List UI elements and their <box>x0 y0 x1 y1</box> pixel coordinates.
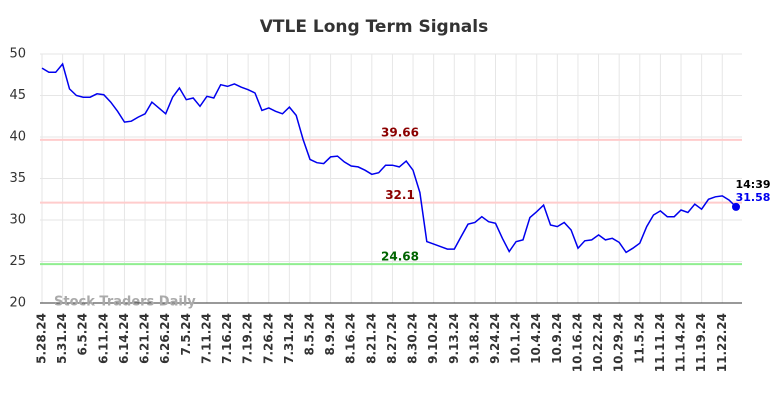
x-tick-label: 11.19.24 <box>694 313 708 372</box>
reference-label: 24.68 <box>381 250 419 264</box>
x-tick-label: 6.14.24 <box>117 313 131 364</box>
x-tick-label: 5.28.24 <box>35 313 49 364</box>
reference-label: 32.1 <box>385 188 415 202</box>
last-point <box>732 202 740 211</box>
x-tick-label: 9.13.24 <box>447 313 461 364</box>
y-tick-label: 25 <box>9 254 26 269</box>
x-tick-label: 10.22.24 <box>591 313 605 372</box>
x-tick-label: 8.16.24 <box>344 313 358 364</box>
x-tick-label: 5.31.24 <box>55 313 69 364</box>
x-tick-label: 8.21.24 <box>364 313 378 364</box>
y-tick-label: 20 <box>9 296 26 311</box>
price-line <box>41 62 737 254</box>
x-tick-label: 10.16.24 <box>570 313 584 372</box>
x-tick-label: 9.10.24 <box>426 313 440 364</box>
reference-label: 39.66 <box>381 125 419 139</box>
y-tick-label: 40 <box>9 130 26 145</box>
x-tick-label: 8.27.24 <box>385 313 399 364</box>
x-tick-label: 11.14.24 <box>674 313 688 372</box>
x-tick-label: 9.18.24 <box>467 313 481 364</box>
x-tick-label: 6.21.24 <box>138 313 152 364</box>
x-tick-label: 9.24.24 <box>488 313 502 364</box>
x-tick-label: 11.22.24 <box>715 313 729 372</box>
x-tick-label: 7.26.24 <box>261 313 275 364</box>
x-tick-label: 8.9.24 <box>323 313 337 356</box>
x-tick-label: 6.11.24 <box>96 313 110 364</box>
x-tick-label: 10.1.24 <box>509 313 523 364</box>
x-tick-label: 8.30.24 <box>406 313 420 364</box>
y-tick-label: 35 <box>9 171 26 186</box>
x-tick-label: 7.31.24 <box>282 313 296 364</box>
watermark: Stock Traders Daily <box>54 295 196 310</box>
last-time: 14:39 <box>735 178 770 191</box>
x-tick-label: 8.5.24 <box>302 313 316 356</box>
x-tick-label: 6.26.24 <box>158 313 172 364</box>
x-tick-label: 6.5.24 <box>76 313 90 356</box>
x-tick-label: 10.4.24 <box>529 313 543 364</box>
x-tick-label: 7.19.24 <box>241 313 255 364</box>
x-tick-label: 10.29.24 <box>612 313 626 372</box>
x-tick-label: 7.11.24 <box>199 313 213 364</box>
x-tick-label: 7.5.24 <box>179 313 193 356</box>
x-tick-label: 7.16.24 <box>220 313 234 364</box>
last-value: 31.58 <box>736 191 771 204</box>
x-tick-label: 11.5.24 <box>632 313 646 364</box>
y-tick-label: 45 <box>9 88 26 103</box>
chart-title: VTLE Long Term Signals <box>260 17 488 37</box>
x-tick-label: 10.9.24 <box>550 313 564 364</box>
y-tick-label: 30 <box>9 213 26 228</box>
x-tick-label: 11.11.24 <box>653 313 667 372</box>
y-tick-label: 50 <box>9 47 26 62</box>
